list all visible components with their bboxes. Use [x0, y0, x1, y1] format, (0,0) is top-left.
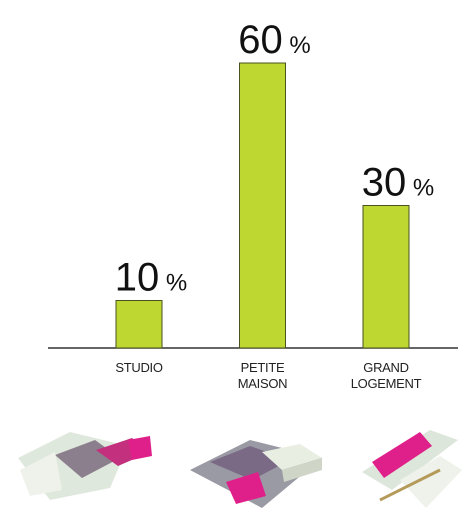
- model-studio: [18, 432, 152, 500]
- x-tick-label: GRAND LOGEMENT: [350, 360, 422, 391]
- value-label: 30 %: [362, 161, 435, 205]
- x-tick-label: PETITE MAISON: [237, 360, 288, 391]
- x-tick-label: STUDIO: [115, 360, 163, 375]
- bar: [362, 205, 410, 349]
- bar: [115, 300, 163, 349]
- value-label: 10 %: [115, 256, 188, 300]
- model-petite-maison: [190, 440, 322, 508]
- value-label: 60 %: [238, 18, 311, 62]
- model-grand-logement: [362, 430, 462, 508]
- bar: [239, 62, 286, 349]
